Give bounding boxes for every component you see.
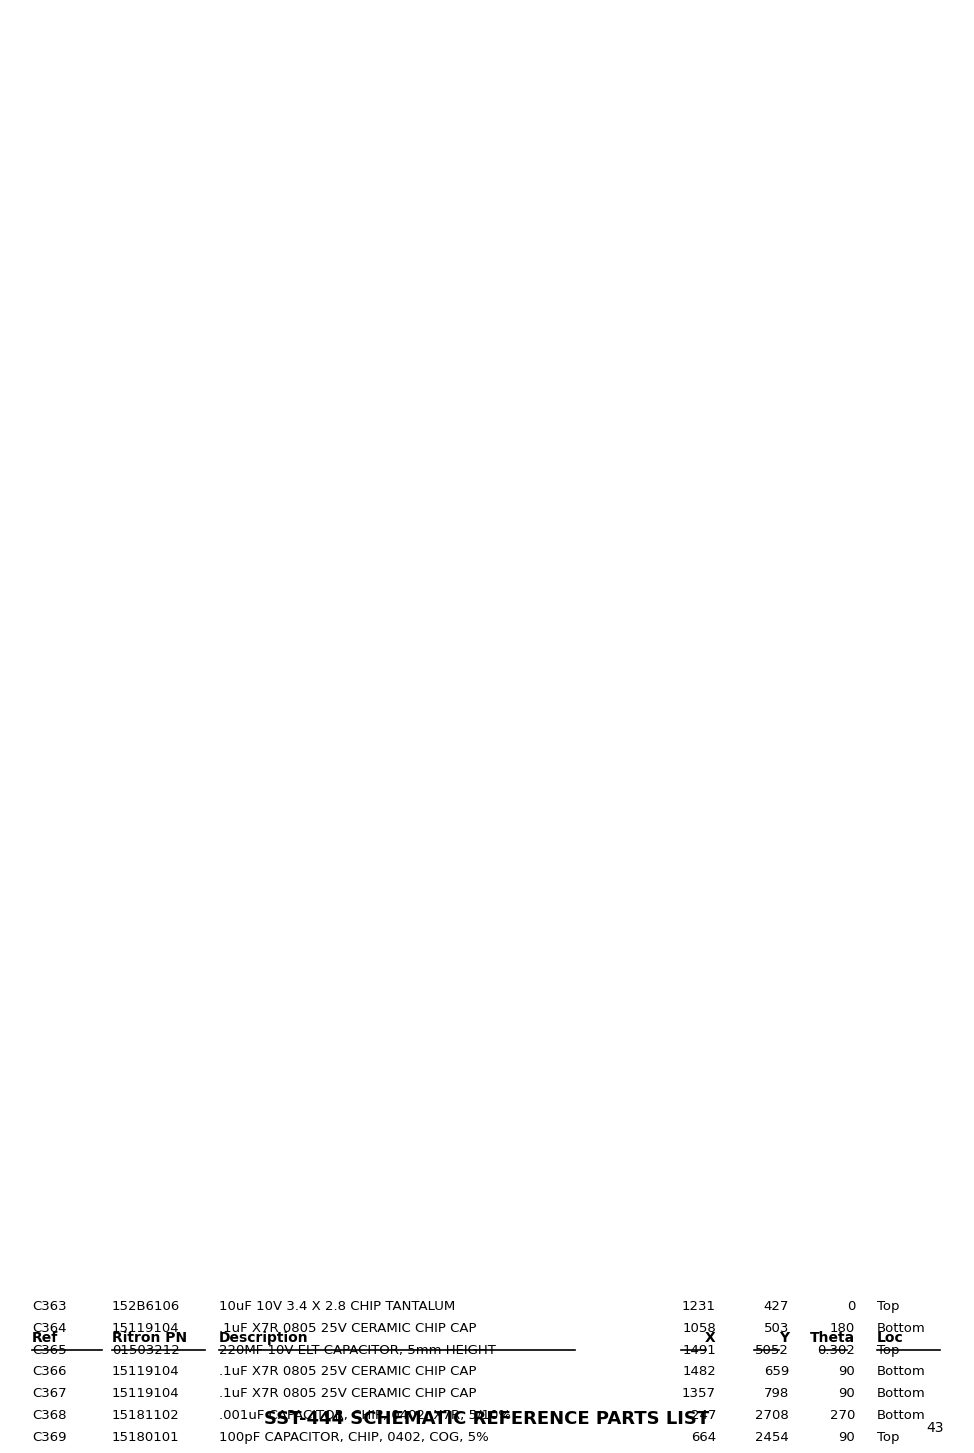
Text: Bottom: Bottom bbox=[877, 1409, 925, 1422]
Text: 15119104: 15119104 bbox=[112, 1366, 179, 1379]
Text: Top: Top bbox=[877, 1431, 899, 1444]
Text: 90: 90 bbox=[839, 1388, 855, 1401]
Text: C367: C367 bbox=[32, 1388, 67, 1401]
Text: Ref: Ref bbox=[32, 1331, 58, 1345]
Text: 2708: 2708 bbox=[755, 1409, 789, 1422]
Text: 270: 270 bbox=[830, 1409, 855, 1422]
Text: 152B6106: 152B6106 bbox=[112, 1300, 180, 1314]
Text: 100pF CAPACITOR, CHIP, 0402, COG, 5%: 100pF CAPACITOR, CHIP, 0402, COG, 5% bbox=[219, 1431, 489, 1444]
Text: 503: 503 bbox=[764, 1322, 789, 1335]
Text: Bottom: Bottom bbox=[877, 1388, 925, 1401]
Text: C366: C366 bbox=[32, 1366, 66, 1379]
Text: 0: 0 bbox=[846, 1300, 855, 1314]
Text: Theta: Theta bbox=[810, 1331, 855, 1345]
Text: 15119104: 15119104 bbox=[112, 1388, 179, 1401]
Text: 5052: 5052 bbox=[755, 1344, 789, 1357]
Text: 15119104: 15119104 bbox=[112, 1322, 179, 1335]
Text: Y: Y bbox=[779, 1331, 789, 1345]
Text: Bottom: Bottom bbox=[877, 1322, 925, 1335]
Text: 0.302: 0.302 bbox=[817, 1344, 855, 1357]
Text: 220MF 10V ELT CAPACITOR, 5mm HEIGHT: 220MF 10V ELT CAPACITOR, 5mm HEIGHT bbox=[219, 1344, 496, 1357]
Text: C365: C365 bbox=[32, 1344, 67, 1357]
Text: C369: C369 bbox=[32, 1431, 66, 1444]
Text: Top: Top bbox=[877, 1344, 899, 1357]
Text: 247: 247 bbox=[691, 1409, 716, 1422]
Text: C368: C368 bbox=[32, 1409, 66, 1422]
Text: 15180101: 15180101 bbox=[112, 1431, 179, 1444]
Text: 90: 90 bbox=[839, 1366, 855, 1379]
Text: 1357: 1357 bbox=[682, 1388, 716, 1401]
Text: 659: 659 bbox=[764, 1366, 789, 1379]
Text: Ritron PN: Ritron PN bbox=[112, 1331, 187, 1345]
Text: X: X bbox=[705, 1331, 716, 1345]
Text: .1uF X7R 0805 25V CERAMIC CHIP CAP: .1uF X7R 0805 25V CERAMIC CHIP CAP bbox=[219, 1322, 476, 1335]
Text: 01503212: 01503212 bbox=[112, 1344, 180, 1357]
Text: .1uF X7R 0805 25V CERAMIC CHIP CAP: .1uF X7R 0805 25V CERAMIC CHIP CAP bbox=[219, 1366, 476, 1379]
Text: 1231: 1231 bbox=[682, 1300, 716, 1314]
Text: Description: Description bbox=[219, 1331, 309, 1345]
Text: Loc: Loc bbox=[877, 1331, 903, 1345]
Text: 798: 798 bbox=[764, 1388, 789, 1401]
Text: 15181102: 15181102 bbox=[112, 1409, 180, 1422]
Text: 10uF 10V 3.4 X 2.8 CHIP TANTALUM: 10uF 10V 3.4 X 2.8 CHIP TANTALUM bbox=[219, 1300, 456, 1314]
Text: 427: 427 bbox=[764, 1300, 789, 1314]
Text: C363: C363 bbox=[32, 1300, 67, 1314]
Text: .001uF CAPACITOR, CHIP, 0402, X7R, 5/10%: .001uF CAPACITOR, CHIP, 0402, X7R, 5/10% bbox=[219, 1409, 511, 1422]
Text: .1uF X7R 0805 25V CERAMIC CHIP CAP: .1uF X7R 0805 25V CERAMIC CHIP CAP bbox=[219, 1388, 476, 1401]
Text: SST-444 SCHEMATIC REFERENCE PARTS LIST: SST-444 SCHEMATIC REFERENCE PARTS LIST bbox=[264, 1409, 710, 1428]
Text: 664: 664 bbox=[691, 1431, 716, 1444]
Text: 90: 90 bbox=[839, 1431, 855, 1444]
Text: Bottom: Bottom bbox=[877, 1366, 925, 1379]
Text: C364: C364 bbox=[32, 1322, 66, 1335]
Text: 43: 43 bbox=[926, 1421, 944, 1436]
Text: Top: Top bbox=[877, 1300, 899, 1314]
Text: 1058: 1058 bbox=[682, 1322, 716, 1335]
Text: 1491: 1491 bbox=[682, 1344, 716, 1357]
Text: 1482: 1482 bbox=[682, 1366, 716, 1379]
Text: 180: 180 bbox=[830, 1322, 855, 1335]
Text: 2454: 2454 bbox=[755, 1431, 789, 1444]
